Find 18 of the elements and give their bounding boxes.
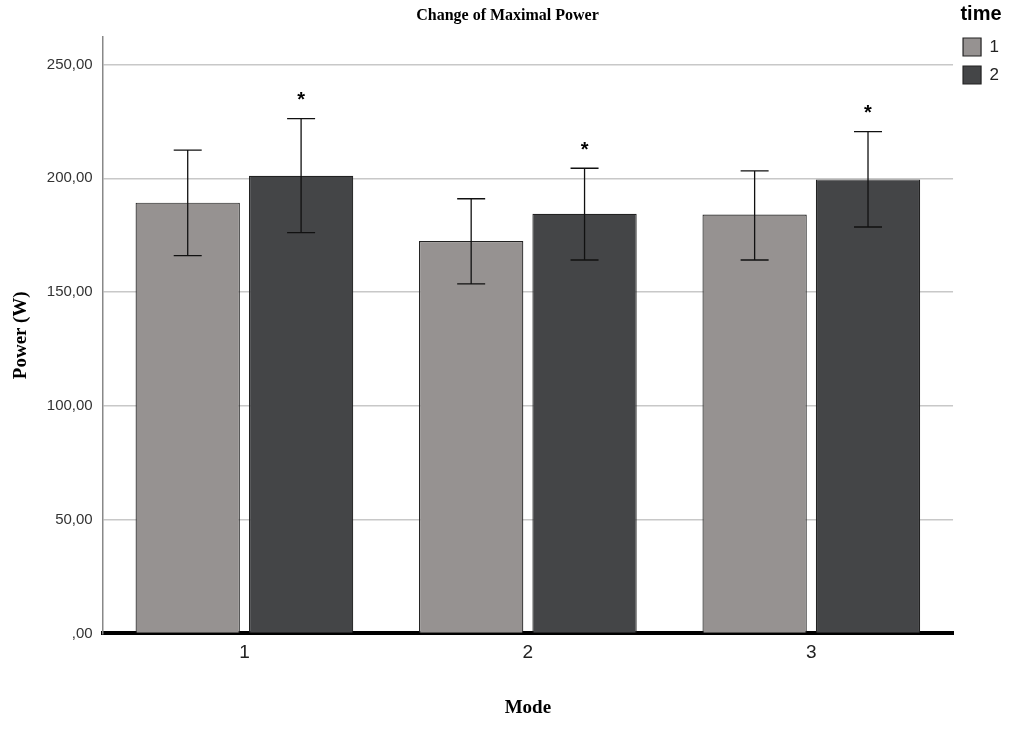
y-axis-title: Power (W)	[9, 291, 32, 380]
legend-label: 1	[989, 36, 1000, 56]
x-tick-label: 2	[522, 641, 534, 663]
chart-title: Change of Maximal Power	[416, 5, 599, 24]
legend-label: 2	[989, 64, 1000, 84]
y-tick-label: ,00	[71, 623, 93, 641]
x-axis-title: Mode	[504, 695, 552, 717]
x-tick-label: 1	[239, 641, 250, 663]
y-tick-label: 150,00	[46, 282, 93, 300]
y-tick-label: 250,00	[46, 54, 93, 72]
y-tick-label: 50,00	[55, 509, 93, 527]
annotation: *	[864, 101, 873, 124]
y-tick-label: 100,00	[46, 395, 93, 413]
y-tick-label: 200,00	[46, 168, 93, 186]
legend-title: time	[960, 1, 1002, 24]
annotation: *	[297, 88, 306, 111]
x-tick-label: 3	[806, 641, 817, 663]
annotation: *	[580, 137, 589, 160]
